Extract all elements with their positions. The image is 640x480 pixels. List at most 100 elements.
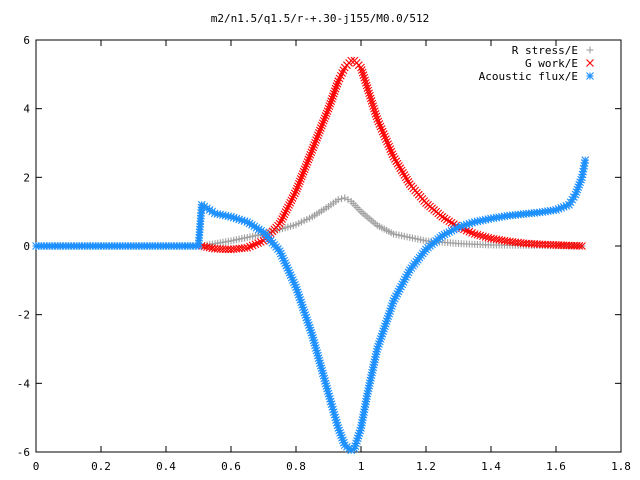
data-point bbox=[307, 148, 316, 157]
data-point bbox=[254, 239, 262, 248]
data-point bbox=[578, 242, 586, 250]
data-point bbox=[363, 84, 372, 92]
data-point bbox=[393, 159, 402, 168]
series-2 bbox=[32, 156, 590, 455]
chart-title: m2/n1.5/q1.5/r-+.30-j155/M0.0/512 bbox=[211, 12, 430, 25]
legend-label: R stress/E bbox=[512, 44, 578, 57]
data-point bbox=[367, 97, 376, 105]
data-point bbox=[447, 218, 456, 227]
data-point bbox=[566, 198, 575, 207]
data-point bbox=[297, 172, 306, 181]
data-point bbox=[371, 109, 380, 118]
data-point bbox=[326, 99, 335, 108]
data-point bbox=[366, 91, 374, 100]
data-point bbox=[378, 127, 387, 136]
data-point bbox=[468, 228, 476, 237]
data-point bbox=[390, 155, 399, 163]
data-point bbox=[306, 150, 315, 159]
data-point bbox=[300, 165, 309, 174]
data-point bbox=[581, 156, 590, 165]
data-point bbox=[327, 97, 336, 106]
axis-ticks: 0 0.2 0.4 0.6 0.8 1 1.2 1.4 1.6 1.8 -6 -4 -2 0 2 4 6 bbox=[17, 34, 631, 473]
data-point bbox=[330, 87, 339, 96]
data-point bbox=[292, 187, 300, 195]
data-point bbox=[329, 92, 337, 101]
data-point bbox=[302, 160, 311, 169]
x-tick-label: 1.8 bbox=[611, 460, 631, 473]
data-point bbox=[389, 152, 398, 161]
data-point bbox=[399, 168, 407, 177]
data-point bbox=[304, 155, 313, 164]
data-point bbox=[287, 196, 296, 205]
data-point bbox=[384, 140, 392, 149]
data-point bbox=[308, 145, 317, 154]
data-point bbox=[404, 178, 413, 186]
data-point bbox=[290, 189, 299, 198]
data-point bbox=[286, 198, 295, 207]
data-point bbox=[361, 79, 370, 87]
data-point bbox=[288, 194, 297, 202]
data-point bbox=[325, 102, 334, 111]
data-point bbox=[368, 99, 377, 108]
data-point bbox=[243, 243, 252, 252]
data-point bbox=[397, 166, 406, 175]
data-point bbox=[387, 147, 396, 156]
legend-marker bbox=[586, 46, 594, 54]
x-tick-label: 0.6 bbox=[221, 460, 241, 473]
data-point bbox=[386, 145, 395, 154]
data-point bbox=[332, 82, 341, 91]
data-point bbox=[575, 242, 584, 250]
data-point bbox=[294, 182, 302, 191]
data-point bbox=[443, 215, 451, 224]
data-point bbox=[360, 73, 369, 82]
data-point bbox=[357, 66, 366, 74]
y-tick-label: 2 bbox=[23, 171, 30, 184]
data-point bbox=[362, 81, 371, 90]
data-point bbox=[388, 150, 397, 159]
data-point bbox=[341, 194, 349, 202]
data-point bbox=[248, 241, 257, 250]
legend-label: G work/E bbox=[525, 57, 578, 70]
y-tick-label: 0 bbox=[23, 240, 30, 253]
data-point bbox=[380, 132, 389, 141]
data-point bbox=[246, 242, 254, 251]
data-point bbox=[299, 167, 308, 176]
data-point bbox=[311, 138, 320, 147]
data-point bbox=[370, 104, 378, 113]
data-point bbox=[385, 142, 394, 151]
data-point bbox=[383, 137, 391, 146]
data-point bbox=[361, 76, 369, 85]
data-point bbox=[438, 212, 447, 221]
data-marks bbox=[32, 56, 590, 455]
data-point bbox=[277, 217, 285, 226]
data-point bbox=[318, 119, 327, 128]
data-point bbox=[281, 208, 290, 216]
data-point bbox=[369, 102, 378, 110]
data-point bbox=[400, 171, 409, 179]
data-point bbox=[338, 195, 345, 203]
data-point bbox=[465, 227, 474, 236]
y-tick-label: -6 bbox=[17, 446, 30, 459]
data-point bbox=[366, 94, 375, 103]
data-point bbox=[279, 212, 288, 221]
data-point bbox=[395, 161, 403, 170]
data-point bbox=[314, 131, 322, 140]
data-point bbox=[440, 214, 449, 223]
data-point bbox=[315, 129, 323, 137]
data-point bbox=[382, 135, 390, 143]
data-point bbox=[309, 143, 318, 152]
data-point bbox=[347, 56, 356, 65]
x-tick-label: 1.4 bbox=[481, 460, 501, 473]
data-point bbox=[283, 203, 292, 212]
data-point bbox=[365, 89, 374, 98]
data-point bbox=[289, 191, 298, 200]
data-point bbox=[278, 215, 286, 223]
data-point bbox=[296, 175, 305, 183]
data-point bbox=[275, 219, 284, 228]
data-point bbox=[328, 94, 336, 103]
data-point bbox=[303, 158, 312, 166]
data-point bbox=[392, 157, 401, 166]
data-point bbox=[329, 89, 338, 98]
data-point bbox=[377, 125, 386, 133]
